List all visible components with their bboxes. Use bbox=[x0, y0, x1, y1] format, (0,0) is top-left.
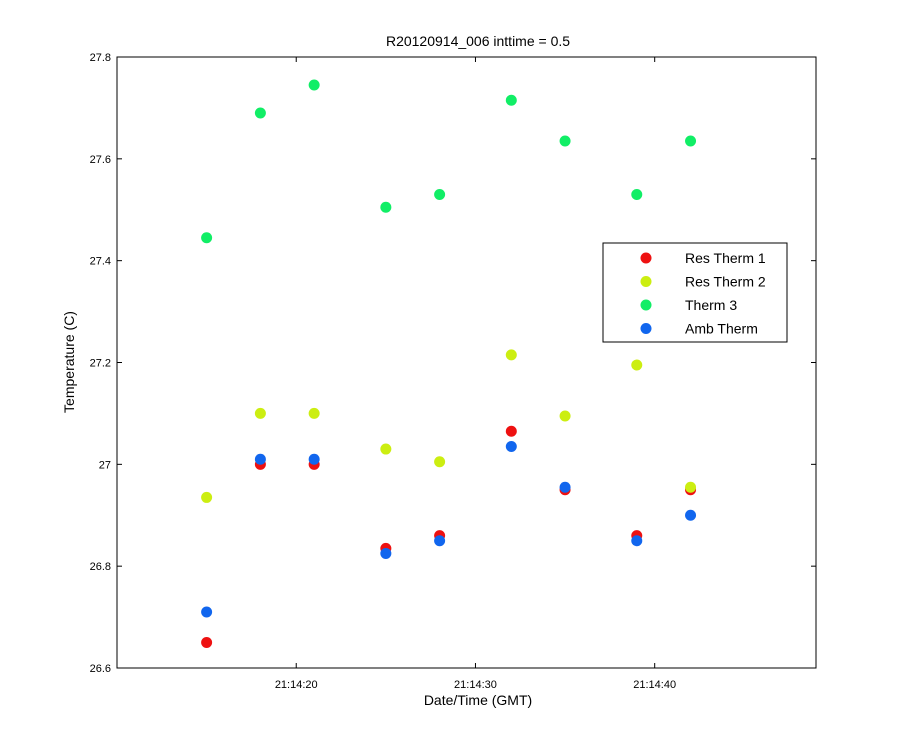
data-point bbox=[505, 349, 517, 361]
legend-box bbox=[602, 242, 788, 343]
y-tick-label: 27.6 bbox=[90, 154, 111, 166]
series-3 bbox=[201, 441, 697, 618]
data-point bbox=[685, 135, 697, 147]
data-point bbox=[434, 535, 446, 547]
legend-marker bbox=[640, 276, 652, 287]
y-tick-label: 27.2 bbox=[90, 358, 111, 370]
data-point bbox=[434, 188, 446, 200]
y-tick-label: 26.8 bbox=[90, 561, 111, 573]
data-point bbox=[685, 509, 697, 521]
x-axis-label: Date/Time (GMT) bbox=[424, 692, 532, 708]
x-tick-label: 21:14:30 bbox=[454, 679, 497, 691]
axis-ticks: 26.6 26.8 27 27.2 27.4 27.6 27.8 21:14:20 21:14:… bbox=[90, 52, 816, 691]
y-tick-label: 27.8 bbox=[90, 52, 111, 64]
y-tick-label: 27 bbox=[99, 459, 111, 471]
data-point bbox=[631, 535, 643, 547]
legend-label: Res Therm 1 bbox=[685, 250, 766, 266]
legend-label: Therm 3 bbox=[685, 297, 737, 313]
data-point bbox=[434, 456, 446, 468]
data-point bbox=[201, 491, 213, 503]
data-point bbox=[254, 107, 266, 119]
data-point bbox=[559, 481, 571, 493]
series-1 bbox=[201, 349, 697, 503]
data-point bbox=[559, 410, 571, 422]
data-point bbox=[254, 453, 266, 465]
data-point bbox=[201, 232, 213, 244]
series-2 bbox=[201, 79, 697, 244]
data-point bbox=[380, 547, 392, 559]
chart-title: R20120914_006 inttime = 0.5 bbox=[386, 33, 570, 49]
legend-label: Res Therm 2 bbox=[685, 274, 766, 290]
data-point bbox=[308, 453, 320, 465]
x-tick-label: 21:14:40 bbox=[633, 679, 676, 691]
legend-marker bbox=[640, 252, 652, 264]
legend-label: Amb Therm bbox=[685, 321, 758, 337]
data-point bbox=[505, 94, 517, 106]
y-tick-label: 26.6 bbox=[90, 663, 111, 675]
legend: Res Therm 1 Res Therm 2 Therm 3 Amb Therm bbox=[602, 242, 788, 343]
data-point bbox=[308, 407, 320, 419]
data-point bbox=[631, 359, 643, 371]
data-point bbox=[505, 425, 517, 437]
data-point bbox=[685, 481, 697, 493]
legend-marker bbox=[640, 323, 652, 334]
data-points bbox=[201, 79, 697, 649]
data-point bbox=[380, 443, 392, 455]
legend-marker bbox=[640, 299, 652, 311]
data-point bbox=[201, 606, 213, 618]
data-point bbox=[559, 135, 571, 147]
y-axis-label: Temperature (C) bbox=[61, 311, 77, 413]
data-point bbox=[308, 79, 320, 91]
plot-area bbox=[116, 56, 817, 669]
data-point bbox=[631, 188, 643, 200]
data-point bbox=[380, 201, 392, 213]
data-point bbox=[254, 407, 266, 419]
data-point bbox=[505, 441, 517, 453]
x-tick-label: 21:14:20 bbox=[275, 679, 318, 691]
data-point bbox=[201, 637, 213, 649]
y-tick-label: 27.4 bbox=[90, 256, 111, 268]
